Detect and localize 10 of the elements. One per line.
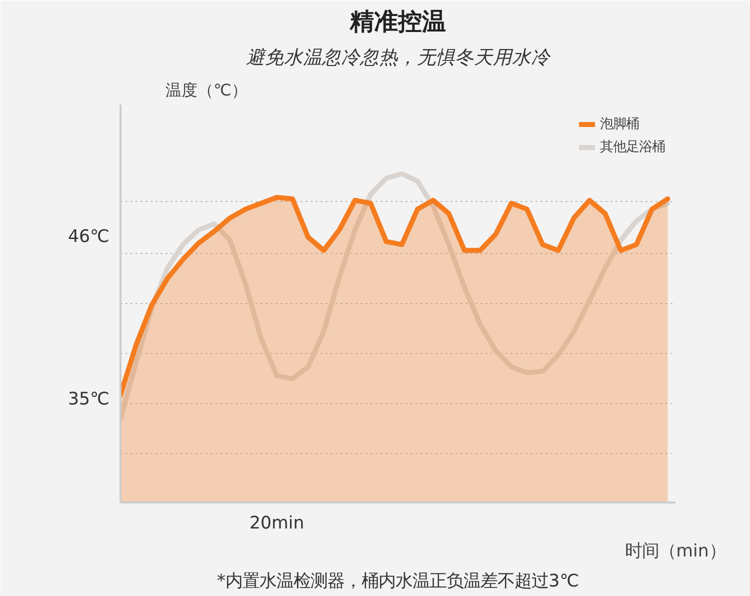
y-axis-title: 温度（℃） [166,80,248,100]
x-axis-title: 时间（min） [625,542,726,562]
legend-label: 泡脚桶 [600,116,639,133]
y-tick-label: 46℃ [68,227,110,248]
x-tick-label: 20min [249,514,304,534]
legend-label: 其他足浴桶 [600,139,665,156]
y-tick-label: 35℃ [68,389,110,410]
text: *内置水温检测器，桶内水温正负温差不超过3℃ [216,572,580,592]
chart-subtitle: 避免水温忽冷忽热，无惧冬天用水冷 [246,48,551,68]
chart-title: 精准控温 [349,8,446,36]
